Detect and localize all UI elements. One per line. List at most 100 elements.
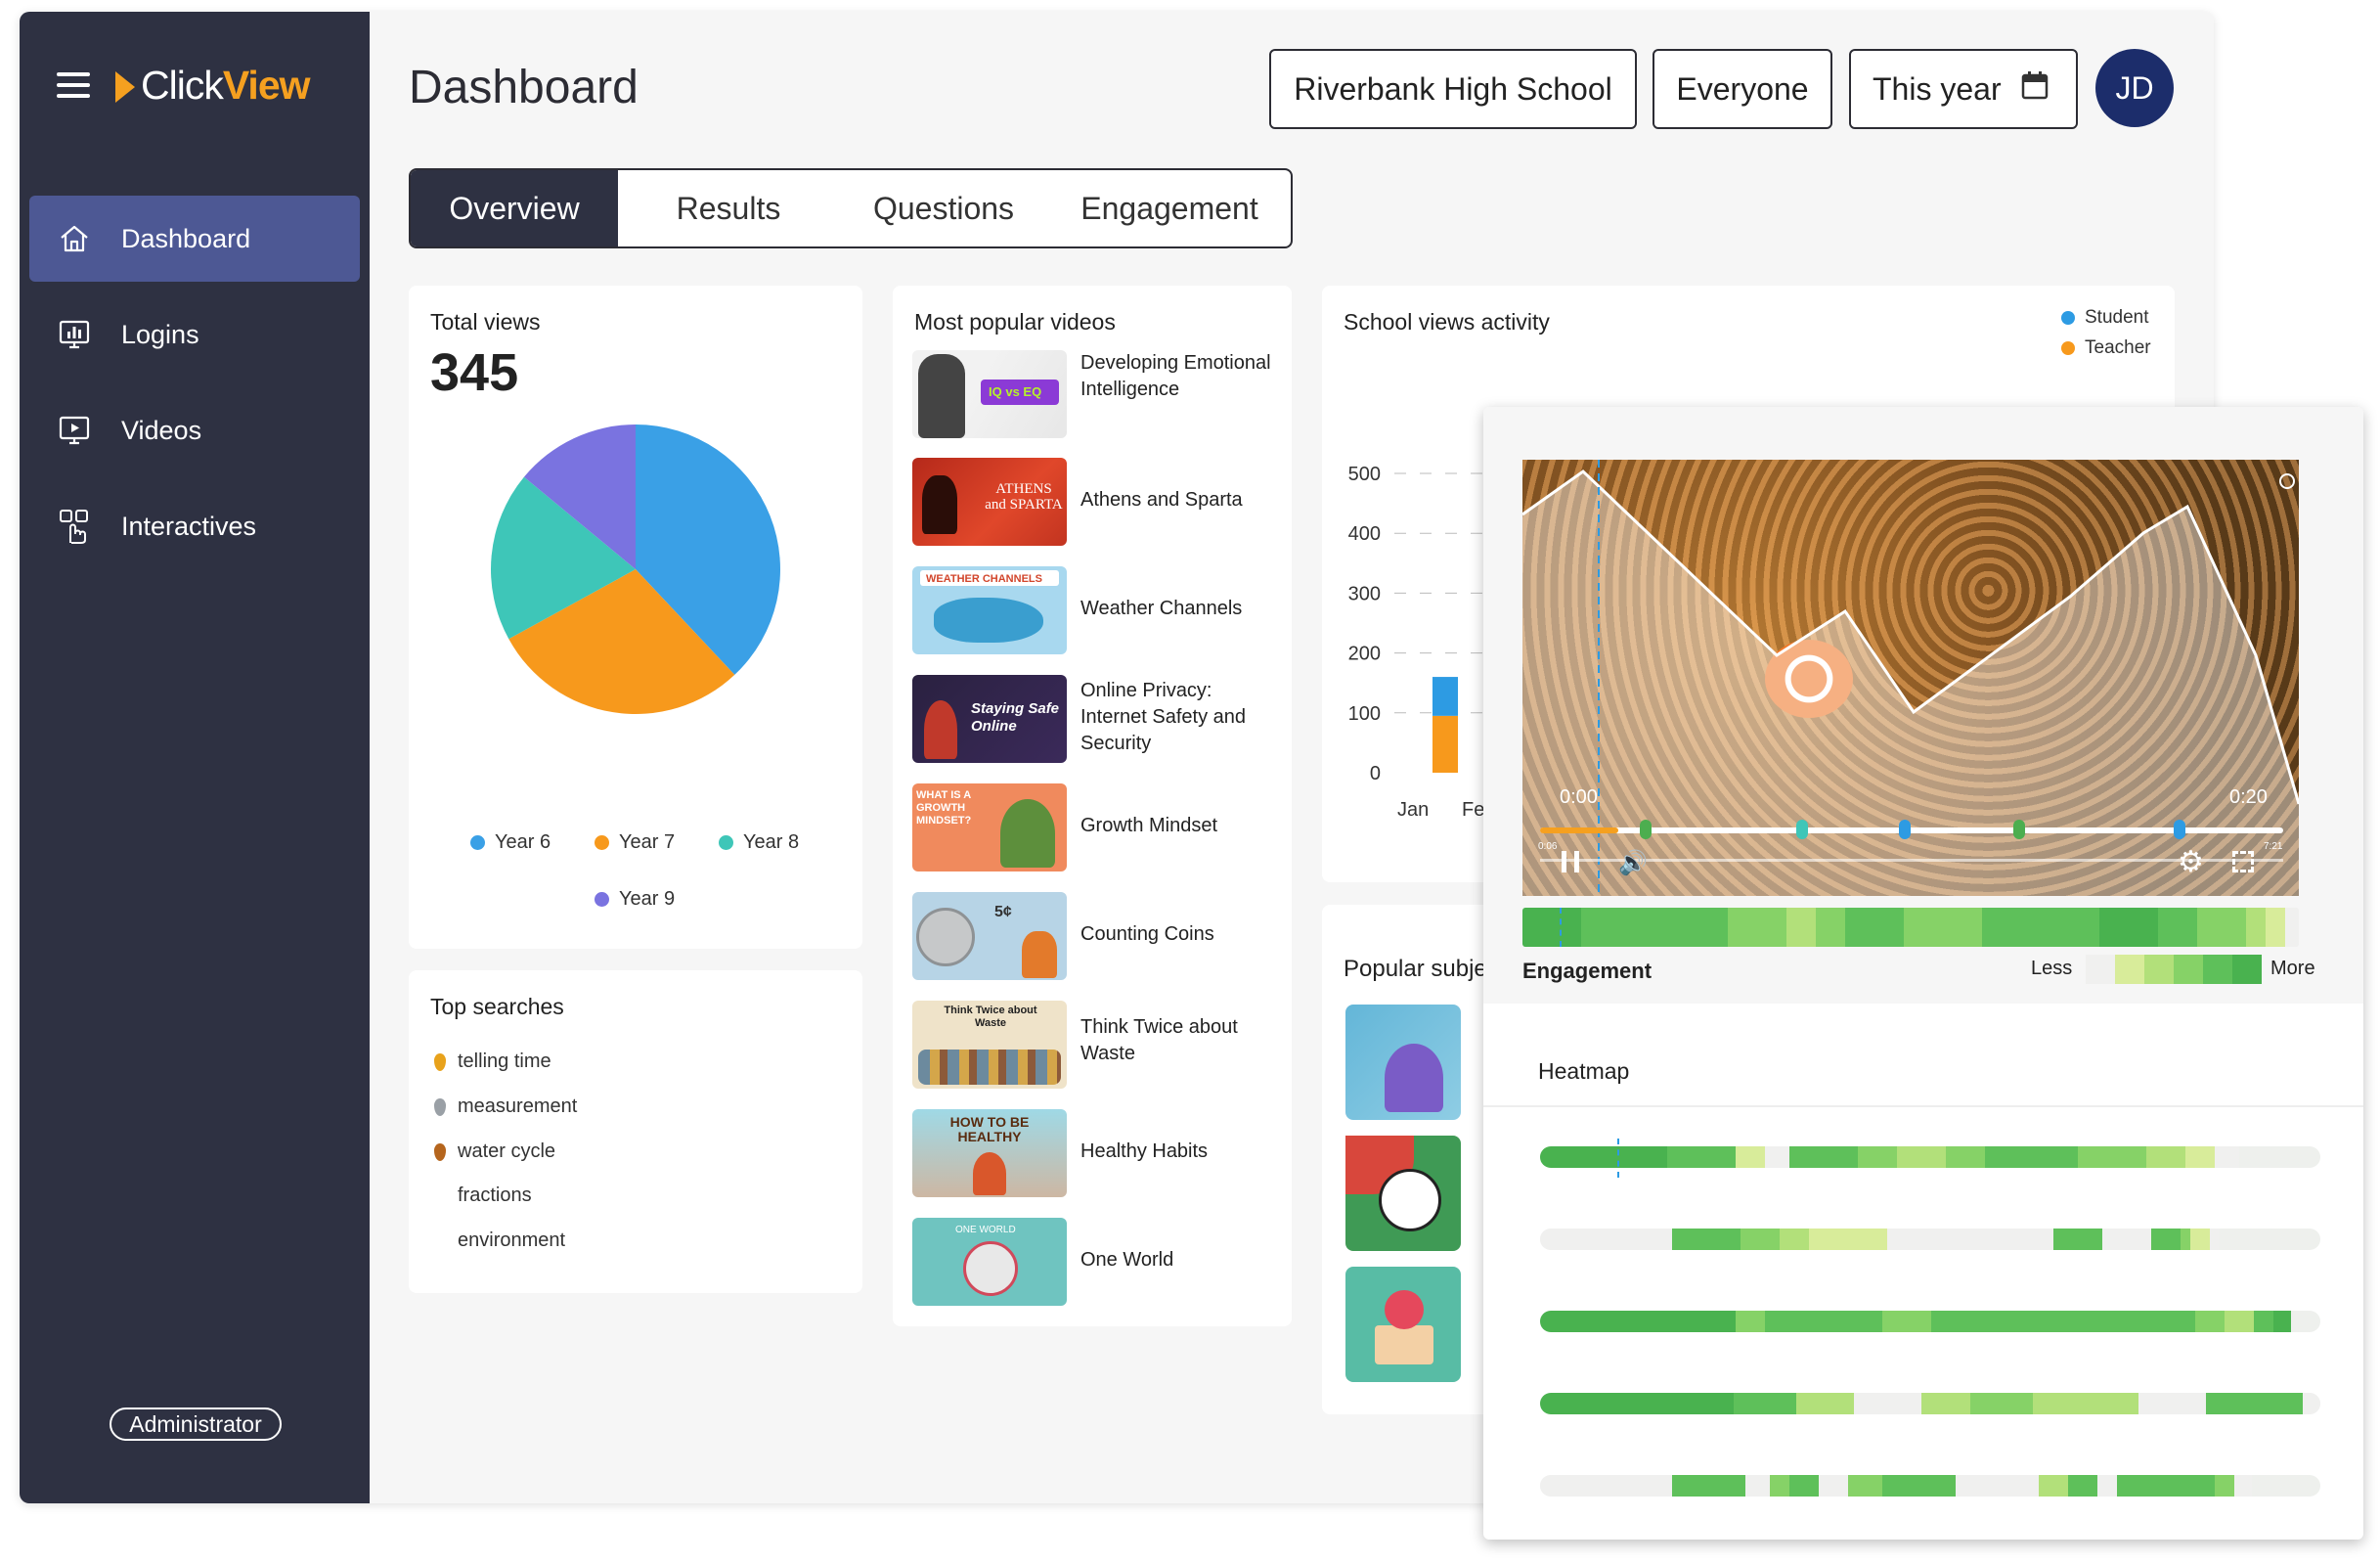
role-badge[interactable]: Administrator (110, 1408, 282, 1441)
search-item[interactable]: telling time (434, 1050, 551, 1073)
sidebar-item-videos[interactable]: Videos (29, 387, 360, 473)
legend-item: Year 7 (595, 831, 675, 854)
subject-thumbnail[interactable] (1345, 1136, 1461, 1251)
top-searches-card: Top searches telling time measurement wa… (409, 970, 862, 1293)
heatmap-row[interactable] (1540, 1229, 2320, 1250)
tab-overview[interactable]: Overview (411, 170, 618, 246)
heatmap-segment (1789, 1146, 1858, 1168)
legend-label: Teacher (2085, 337, 2151, 358)
video-item[interactable]: ATHENS and SPARTA Athens and Sparta (912, 458, 1264, 548)
heatmap-row[interactable] (1540, 1146, 2320, 1168)
pie-chart (491, 425, 780, 714)
heatmap-segment (1882, 1311, 1931, 1332)
bar-student-jan[interactable] (1432, 677, 1458, 716)
menu-icon[interactable] (57, 72, 90, 98)
dashboard-tabs: Overview Results Questions Engagement (409, 168, 1293, 248)
marker-handle[interactable] (1640, 820, 1652, 839)
subject-thumbnail[interactable] (1345, 1005, 1461, 1120)
search-item[interactable]: water cycle (434, 1140, 555, 1163)
sidebar-item-interactives[interactable]: Interactives (29, 483, 360, 569)
pie-slice-year-6[interactable] (636, 425, 780, 675)
world-map-illustration (934, 598, 1043, 643)
range-track[interactable] (1540, 827, 2283, 833)
warrior-illustration (922, 475, 957, 534)
legend-item: Year 9 (595, 888, 675, 911)
heatmap-segment (1819, 1475, 1848, 1497)
heatmap-segment (2127, 1311, 2195, 1332)
scale-more-label: More (2270, 958, 2315, 979)
heatmap-playhead (1617, 1139, 1619, 1178)
pause-icon[interactable] (1562, 851, 1579, 872)
y-tick-label: 100 (1348, 703, 1381, 725)
legend-label: Year 9 (619, 888, 676, 910)
mini-scrubber[interactable] (1540, 859, 2283, 862)
subject-thumbnail[interactable] (1345, 1267, 1461, 1382)
heatmap-segment (2181, 1229, 2190, 1250)
heatmap-segment (2185, 1146, 2215, 1168)
anemone-texture (1522, 460, 2299, 896)
search-item[interactable]: measurement (434, 1095, 577, 1118)
video-item[interactable]: IQ vs EQ Developing Emotional Intelligen… (912, 350, 1271, 440)
pie-slice-year-8[interactable] (491, 476, 636, 640)
tab-questions[interactable]: Questions (872, 190, 1015, 226)
heatmap-segment (1765, 1146, 1789, 1168)
video-item[interactable]: 5¢ Counting Coins (912, 892, 1264, 982)
gear-icon[interactable]: ⚙ (2178, 846, 2204, 878)
search-item[interactable]: environment (458, 1229, 565, 1252)
bar-teacher-jan[interactable] (1432, 715, 1458, 773)
video-item[interactable]: WHAT IS A GROWTH MINDSET? Growth Mindset (912, 783, 1264, 873)
volume-icon[interactable]: 🔊 (1618, 850, 1648, 876)
video-item[interactable]: HOW TO BE HEALTHY Healthy Habits (912, 1109, 1264, 1199)
video-title: Counting Coins (1080, 923, 1214, 945)
x-tick-label: Fe (1462, 799, 1485, 821)
marker-handle[interactable] (1796, 820, 1808, 839)
y-tick-label: 400 (1348, 523, 1381, 545)
period-filter[interactable]: This year (1849, 49, 2078, 129)
heatmap-segment (1809, 1229, 1887, 1250)
avatar[interactable]: JD (2095, 49, 2174, 127)
heatmap-segment (1780, 1229, 1809, 1250)
engagement-segment (1522, 908, 1581, 947)
heatmap-row[interactable] (1540, 1475, 2320, 1497)
legend-label: Year 6 (495, 831, 551, 853)
globe-illustration (963, 1241, 1018, 1296)
search-item[interactable]: fractions (458, 1184, 532, 1207)
mini-time-end: 7:21 (2264, 841, 2283, 852)
heart-icon[interactable] (2279, 473, 2295, 489)
sidebar-item-logins[interactable]: Logins (29, 291, 360, 378)
school-filter[interactable]: Riverbank High School (1269, 49, 1637, 129)
heatmap-segment (2032, 1393, 2139, 1414)
person-illustration (1385, 1044, 1443, 1112)
marker-handle[interactable] (2013, 820, 2025, 839)
heatmap-row[interactable] (1540, 1311, 2320, 1332)
calendar-icon (2021, 70, 2049, 108)
marker-handle[interactable] (2174, 820, 2185, 839)
tab-engagement[interactable]: Engagement (1080, 190, 1258, 226)
video-thumbnail: WHAT IS A GROWTH MINDSET? (912, 783, 1067, 871)
engagement-strip[interactable] (1522, 908, 2299, 947)
video-item[interactable]: ONE WORLD One World (912, 1218, 1264, 1308)
video-frame[interactable]: 0:00 0:20 0:06 7:21 🔊 ⚙ (1522, 460, 2299, 896)
video-item[interactable]: WEATHER CHANNELS Weather Channels (912, 566, 1264, 656)
card-title: Total views (430, 309, 541, 335)
marker-handle[interactable] (1899, 820, 1911, 839)
tab-results[interactable]: Results (676, 190, 781, 226)
heatmap-segment (2102, 1229, 2151, 1250)
video-title: Developing Emotional Intelligence (1080, 352, 1271, 400)
pie-slice-year-9[interactable] (523, 425, 636, 569)
heatmap-header: Heatmap (1483, 1039, 2363, 1107)
heatmap-segment (1921, 1393, 1970, 1414)
sidebar-item-dashboard[interactable]: Dashboard (29, 196, 360, 282)
heatmap-row[interactable] (1540, 1393, 2320, 1414)
card-title: Most popular videos (914, 309, 1116, 335)
pie-slice-year-7[interactable] (508, 569, 735, 714)
audience-filter[interactable]: Everyone (1653, 49, 1832, 129)
clickview-logo[interactable]: ClickView (115, 63, 311, 109)
total-views-card: Total views 345 Year 6 Year 7 Year 8 Yea… (409, 286, 862, 949)
video-item[interactable]: Think Twice about Waste Think Twice abou… (912, 1001, 1264, 1091)
video-thumbnail: WEATHER CHANNELS (912, 566, 1067, 654)
heatmap-segment (1733, 1393, 1796, 1414)
video-item[interactable]: Staying Safe Online Online Privacy: Inte… (912, 675, 1264, 765)
fullscreen-icon[interactable] (2232, 851, 2254, 872)
heatmap-segment (2039, 1475, 2068, 1497)
